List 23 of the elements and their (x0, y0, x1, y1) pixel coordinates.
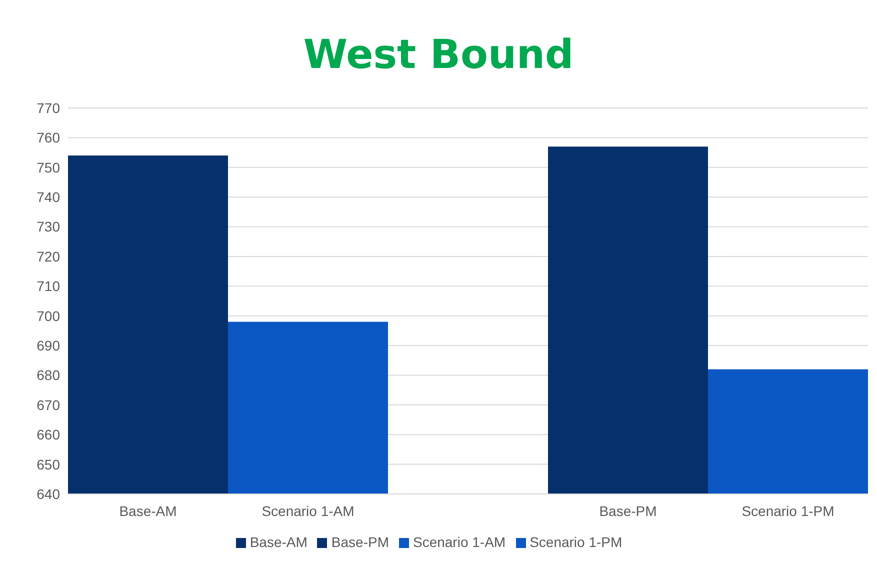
x-tick-label: Scenario 1-AM (262, 503, 354, 519)
y-tick-label: 650 (36, 456, 60, 472)
legend-label: Base-PM (331, 534, 389, 550)
y-tick-label: 710 (36, 278, 60, 294)
y-tick-label: 720 (36, 248, 60, 264)
y-tick-label: 730 (36, 218, 60, 235)
y-tick-label: 670 (36, 396, 60, 413)
chart-title: West Bound (302, 32, 575, 78)
x-tick-label: Scenario 1-PM (742, 503, 834, 519)
legend-label: Scenario 1-AM (412, 534, 506, 550)
y-tick-label: 680 (36, 367, 60, 384)
legend-label: Scenario 1-PM (530, 534, 622, 550)
x-tick-label: Base-AM (119, 503, 177, 519)
y-tick-label: 640 (36, 486, 60, 502)
y-tick-label: 770 (36, 100, 60, 116)
y-tick-label: 660 (36, 426, 60, 443)
x-tick-label: Base-PM (599, 503, 657, 519)
y-tick-label: 760 (36, 130, 60, 146)
legend-label: Base-AM (250, 534, 308, 550)
y-tick-label: 740 (36, 189, 60, 206)
y-tick-label: 700 (36, 308, 60, 324)
y-tick-label: 690 (36, 338, 60, 354)
y-tick-label: 750 (36, 159, 60, 176)
